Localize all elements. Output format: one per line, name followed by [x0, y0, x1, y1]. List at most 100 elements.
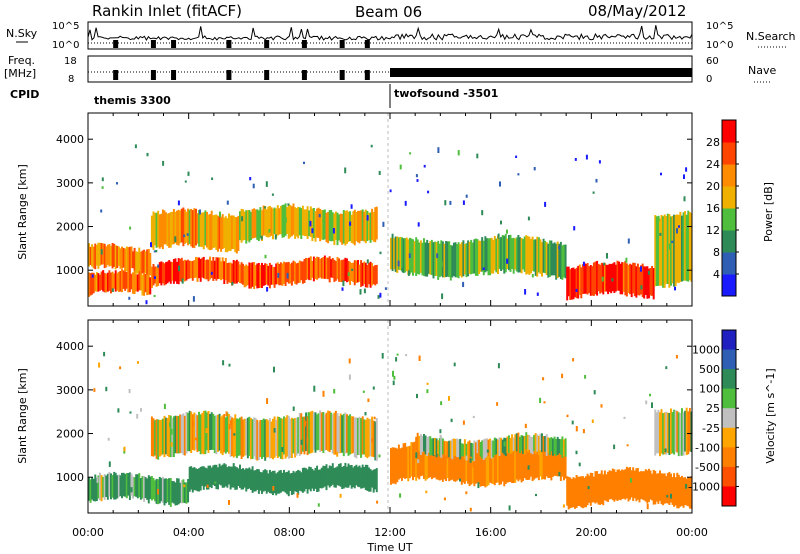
- scatter-point: [397, 260, 400, 267]
- scatter-cell: [298, 413, 301, 456]
- scatter-cell: [342, 259, 345, 282]
- scatter-cell: [492, 440, 495, 458]
- scatter-cell: [303, 209, 306, 236]
- scatter-cell: [613, 469, 616, 502]
- scatter-cell: [649, 470, 652, 500]
- scatter-point: [194, 437, 197, 441]
- scatter-cell: [264, 206, 267, 236]
- scatter-cell: [300, 413, 303, 455]
- scatter-cell: [259, 471, 262, 491]
- scatter-cell: [644, 266, 647, 295]
- scatter-cell: [489, 450, 492, 483]
- scatter-cell: [290, 417, 293, 458]
- scatter-cell: [361, 262, 364, 286]
- scatter-cell: [374, 207, 377, 243]
- noise-tick-bottom: 10^0: [52, 40, 79, 51]
- scatter-cell: [298, 260, 301, 283]
- colorbar-segment: [722, 142, 736, 165]
- scatter-cell: [490, 237, 493, 274]
- scatter-cell: [525, 445, 528, 480]
- scatter-cell: [423, 434, 425, 452]
- scatter-cell: [312, 470, 315, 491]
- scatter-cell: [575, 267, 578, 299]
- scatter-cell: [485, 238, 488, 272]
- scatter-cell: [679, 477, 682, 507]
- scatter-cell: [523, 436, 526, 455]
- scatter-point: [582, 261, 585, 267]
- scatter-cell: [196, 257, 199, 282]
- scatter-cell: [224, 464, 227, 487]
- scatter-cell: [125, 473, 128, 499]
- scatter-cell: [526, 434, 529, 453]
- scatter-cell: [273, 266, 276, 288]
- scatter-cell: [261, 262, 263, 288]
- scatter-cell: [193, 467, 196, 491]
- scatter-point: [378, 454, 381, 458]
- scatter-cell: [550, 240, 553, 276]
- scatter-cell: [314, 412, 317, 453]
- scatter-point: [108, 461, 111, 467]
- scatter-cell: [207, 465, 210, 490]
- scatter-cell: [295, 471, 298, 493]
- scatter-cell: [300, 472, 303, 492]
- scatter-cell: [575, 475, 578, 508]
- scatter-cell: [558, 438, 561, 454]
- x-tick-label: 04:00: [173, 526, 205, 539]
- scatter-cell: [355, 260, 358, 283]
- scatter-cell: [452, 242, 455, 276]
- scatter-cell: [360, 210, 363, 241]
- scatter-cell: [265, 263, 268, 285]
- scatter-cell: [536, 441, 539, 478]
- scatter-cell: [166, 479, 169, 503]
- scatter-cell: [690, 213, 693, 282]
- scatter-cell: [251, 419, 254, 459]
- scatter-point: [527, 216, 530, 221]
- scatter-point: [192, 296, 195, 302]
- scatter-cell: [287, 203, 290, 239]
- scatter-cell: [100, 475, 103, 502]
- scatter-cell: [419, 434, 422, 455]
- scatter-cell: [333, 412, 336, 455]
- scatter-cell: [685, 407, 688, 456]
- scatter-cell: [268, 418, 271, 459]
- scatter-point: [572, 358, 575, 362]
- scatter-point: [668, 243, 671, 250]
- scatter-cell: [314, 211, 317, 242]
- scatter-cell: [445, 444, 448, 481]
- scatter-cell: [522, 239, 525, 270]
- scatter-cell: [339, 260, 342, 282]
- scatter-cell: [303, 259, 306, 283]
- scatter-cell: [454, 439, 457, 456]
- noise-marker: [150, 40, 156, 48]
- scatter-cell: [256, 209, 259, 240]
- scatter-cell: [478, 439, 481, 460]
- scatter-cell: [371, 208, 374, 241]
- scatter-cell: [374, 265, 377, 286]
- colorbar-segment: [722, 120, 736, 143]
- scatter-cell: [421, 443, 424, 476]
- scatter-cell: [545, 242, 548, 275]
- scatter-point: [462, 420, 465, 425]
- scatter-cell: [144, 477, 147, 499]
- scatter-cell: [470, 449, 473, 485]
- colorbar-segment: [722, 466, 736, 487]
- scatter-cell: [99, 242, 101, 266]
- scatter-cell: [183, 209, 186, 244]
- scatter-cell: [407, 446, 410, 482]
- scatter-point: [367, 398, 370, 402]
- scatter-cell: [596, 260, 599, 296]
- scatter-cell: [421, 435, 424, 453]
- scatter-cell: [172, 209, 175, 245]
- scatter-point: [284, 217, 287, 223]
- scatter-point: [517, 173, 520, 176]
- scatter-cell: [684, 211, 687, 281]
- scatter-cell: [294, 418, 297, 458]
- scatter-point: [392, 380, 395, 386]
- scatter-cell: [165, 478, 168, 504]
- scatter-cell: [482, 240, 485, 276]
- scatter-cell: [632, 467, 635, 501]
- scatter-cell: [297, 417, 300, 454]
- scatter-cell: [478, 240, 481, 274]
- scatter-cell: [183, 482, 186, 503]
- scatter-cell: [533, 239, 536, 272]
